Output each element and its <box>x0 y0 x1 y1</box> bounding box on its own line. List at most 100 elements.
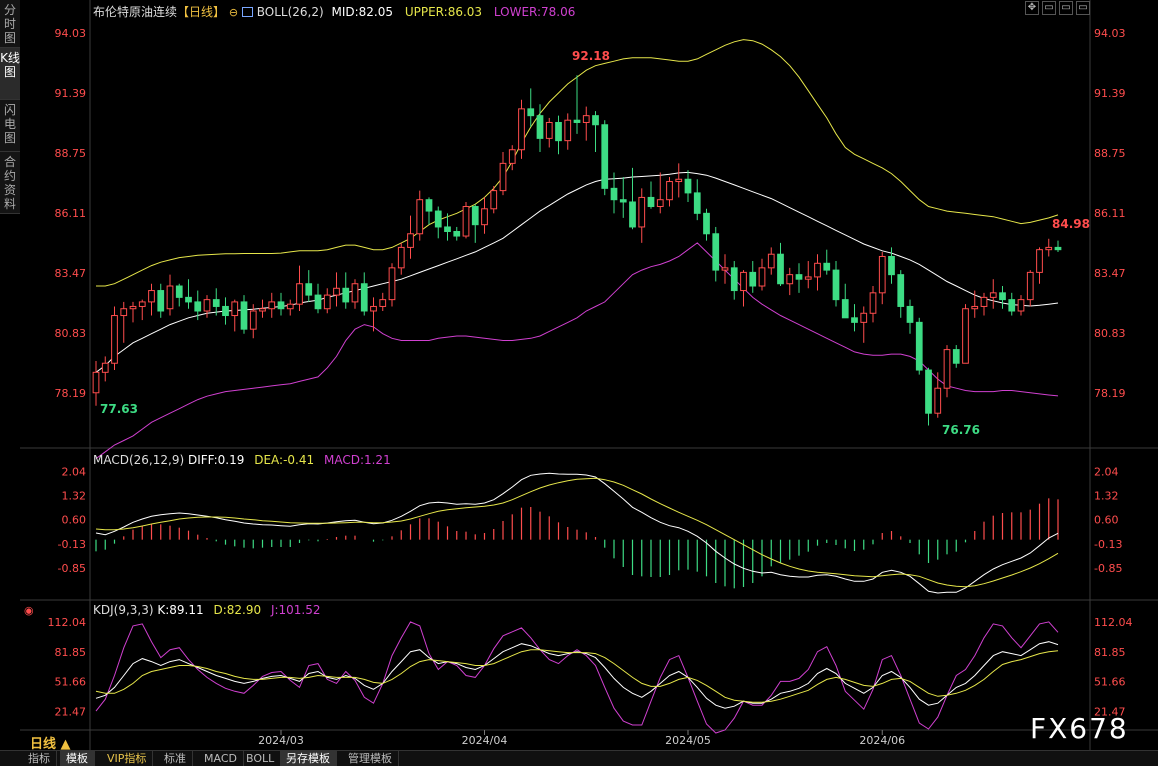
candle <box>610 172 618 214</box>
candle <box>434 206 442 239</box>
candle-body <box>943 349 951 389</box>
candle <box>804 261 812 289</box>
restore-icon[interactable]: ▭ <box>1059 1 1073 15</box>
kdj-tick-left: 51.66 <box>55 676 87 689</box>
candle <box>499 152 507 196</box>
tab-vip-indicators[interactable]: VIP指标 <box>101 751 154 766</box>
candle-body <box>758 267 766 287</box>
candle <box>194 290 202 321</box>
tab-boll[interactable]: BOLL <box>240 751 282 766</box>
candle-body <box>971 305 979 310</box>
candle-body <box>370 305 377 312</box>
candle-body <box>906 305 914 323</box>
kdj-settings-icon[interactable]: ◉ <box>24 604 34 617</box>
boll-mid: MID:82.05 <box>331 5 394 19</box>
price-tick-right: 88.75 <box>1094 147 1126 160</box>
price-axis-left: 94.03 91.39 88.75 86.11 83.47 80.83 78.19 <box>55 27 87 400</box>
kdj-header: ◉ <box>24 603 84 617</box>
macd-diff-line <box>95 472 1059 594</box>
tab-time-sharing[interactable]: 分时图 <box>0 0 20 48</box>
tab-templates[interactable]: 模板 <box>60 751 95 766</box>
candle-body <box>527 108 535 117</box>
candle <box>1017 295 1025 316</box>
candle <box>360 272 368 316</box>
minimize-icon[interactable]: ▭ <box>1042 1 1056 15</box>
candle-body <box>795 274 803 280</box>
candle <box>851 304 858 332</box>
kdj-tick-left: 81.85 <box>55 646 87 659</box>
kdj-tick-left: 21.47 <box>55 706 87 719</box>
candle-body <box>730 267 738 292</box>
candle <box>157 283 165 318</box>
macd-tick-right: 0.60 <box>1094 514 1119 527</box>
candle-body <box>407 233 414 248</box>
candle-body <box>92 371 100 394</box>
bottom-toolbar: 指标 模板 VIP指标 标准 MACD BOLL 另存模板 管理模板 <box>0 750 1158 766</box>
macd-tick-left: -0.13 <box>58 538 86 551</box>
symbol-name: 布伦特原油连续 <box>93 5 178 19</box>
candle <box>1036 247 1043 284</box>
candle-body <box>259 308 266 312</box>
candle-body <box>138 301 146 307</box>
candle <box>490 186 498 214</box>
candle-body <box>1045 246 1053 251</box>
candle-body <box>508 149 516 164</box>
candle-body <box>989 292 997 298</box>
period-selector[interactable]: 日线 ▲ <box>30 737 71 752</box>
move-icon[interactable]: ✥ <box>1025 1 1039 15</box>
tab-standard[interactable]: 标准 <box>158 751 193 766</box>
price-tick-right: 83.47 <box>1094 267 1126 280</box>
candle <box>286 299 294 316</box>
tab-save-template[interactable]: 另存模板 <box>280 751 337 766</box>
high-annotation: 92.18 <box>572 49 610 63</box>
macd-diff: DIFF:0.19 <box>187 453 245 467</box>
candle-body <box>777 253 784 285</box>
candle-body <box>832 269 840 301</box>
candle <box>971 290 979 318</box>
tab-flash-chart[interactable]: 闪电图 <box>0 100 20 152</box>
tab-kline[interactable]: K线图 <box>0 48 20 100</box>
boll-mid-line <box>95 171 1059 373</box>
kdj-axis-left: 112.04 81.85 51.66 21.47 <box>48 616 87 719</box>
candle <box>999 286 1006 309</box>
kdj-plot <box>95 621 1059 734</box>
macd-tick-right: 2.04 <box>1094 466 1119 479</box>
tab-contract-info[interactable]: 合约资料 <box>0 152 20 214</box>
candle-body <box>573 119 581 123</box>
candle-body <box>545 121 553 139</box>
maximize-icon[interactable]: ▭ <box>1076 1 1090 15</box>
candle-body <box>185 296 192 303</box>
kdj-tick-right: 51.66 <box>1094 676 1126 689</box>
candle <box>925 367 932 426</box>
candle <box>777 242 784 287</box>
candle <box>582 106 590 141</box>
candle <box>841 283 849 319</box>
candle-body <box>693 192 701 214</box>
price-tick-right: 91.39 <box>1094 87 1126 100</box>
tab-macd[interactable]: MACD <box>198 751 244 766</box>
candle <box>814 254 821 291</box>
candle-body <box>666 181 673 201</box>
candle-body <box>1008 299 1016 312</box>
candle <box>730 261 738 300</box>
candle-body <box>647 196 655 208</box>
indicator-icon[interactable] <box>241 7 253 17</box>
candle-body <box>471 206 479 226</box>
candle-body <box>277 301 285 310</box>
tab-indicators[interactable]: 指标 <box>22 751 57 766</box>
candle <box>601 120 609 196</box>
candle <box>296 265 303 311</box>
price-tick-left: 88.75 <box>55 147 87 160</box>
candle-body <box>157 290 165 312</box>
settings-icon[interactable]: ⊖ <box>228 6 239 19</box>
candle <box>518 99 525 159</box>
kdj-k-line <box>95 641 1059 709</box>
tab-manage-templates[interactable]: 管理模板 <box>342 751 399 766</box>
kdj-j-line <box>95 621 1059 734</box>
candle <box>592 111 599 153</box>
candle-body <box>712 233 720 271</box>
candle <box>878 251 886 305</box>
candle <box>481 197 488 234</box>
candle <box>462 201 470 239</box>
